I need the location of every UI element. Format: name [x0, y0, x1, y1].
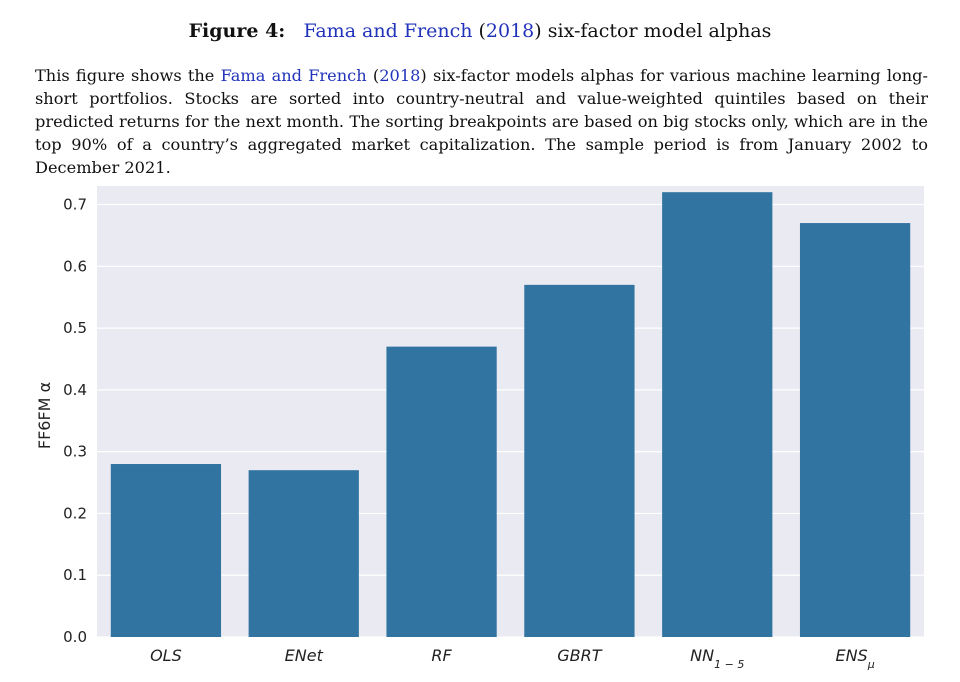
y-tick-label: 0.2 [63, 504, 87, 522]
y-tick-label: 0.3 [63, 443, 87, 461]
y-tick-label: 0.6 [63, 257, 87, 275]
bar-gbrt [524, 284, 635, 637]
caption-text-pre: This figure shows the [35, 66, 221, 85]
y-tick-label: 0.0 [63, 628, 87, 646]
title-citation-link[interactable]: Fama and French [303, 20, 473, 42]
title-citation-year: (2018) [478, 20, 542, 42]
figure-label: Figure 4: [188, 20, 286, 42]
x-tick-label: ENet [285, 646, 324, 665]
bar-enet [248, 470, 359, 637]
x-tick-label: GBRT [557, 646, 602, 665]
y-axis-label: FF6FM α [35, 382, 54, 449]
x-tick-label: ENSμ [835, 646, 874, 671]
plot-area [97, 186, 924, 637]
title-year-link[interactable]: 2018 [485, 20, 535, 42]
x-tick-label: OLS [150, 646, 182, 665]
caption-text-post: six-factor models alphas for various mac… [35, 66, 929, 177]
y-tick-label: 0.1 [63, 566, 87, 584]
y-tick-label: 0.4 [63, 381, 87, 399]
bar-nn15 [662, 192, 773, 637]
body-year-link[interactable]: 2018 [379, 66, 421, 85]
body-citation-link[interactable]: Fama and French [220, 66, 367, 85]
body-citation-year: (2018) [366, 66, 427, 85]
figure-caption-body: This figure shows the Fama and French (2… [35, 64, 928, 179]
y-tick-label: 0.5 [63, 319, 87, 337]
bar-ols [110, 464, 222, 637]
y-tick-label: 0.7 [63, 196, 87, 214]
bar-ens [799, 223, 911, 638]
x-tick-label: NN1 − 5 [690, 646, 744, 671]
title-rest: six-factor model alphas [547, 20, 772, 42]
x-tick-label: RF [431, 646, 452, 665]
figure-caption-title: Figure 4: Fama and French (2018) six-fac… [0, 20, 960, 42]
bar-rf [386, 346, 497, 637]
